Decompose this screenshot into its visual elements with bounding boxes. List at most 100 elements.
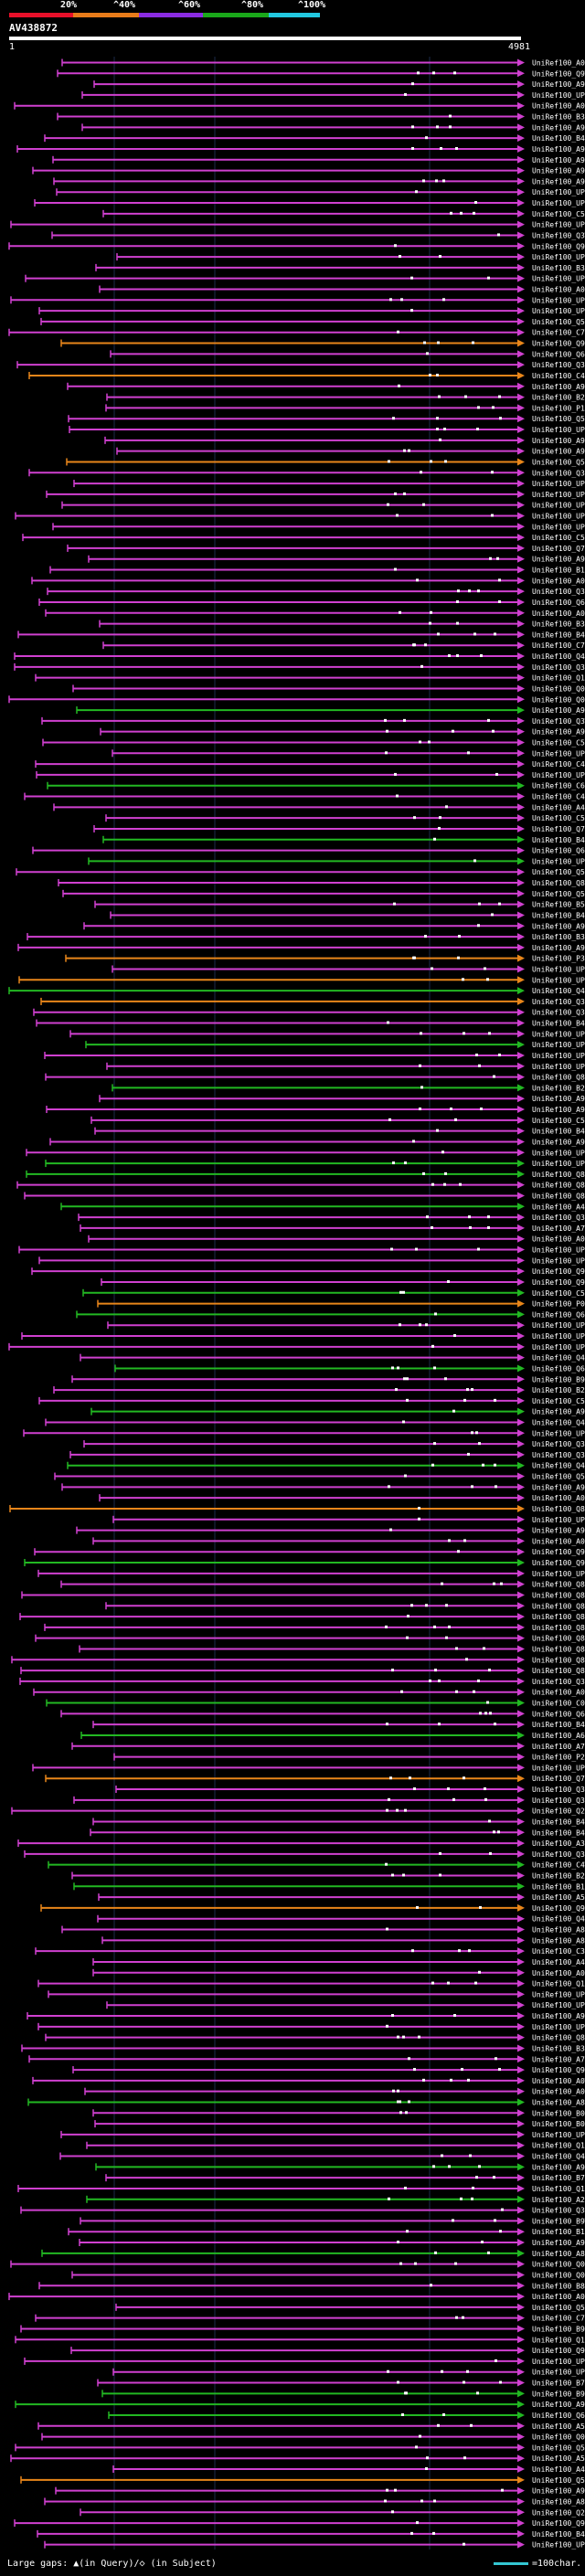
hit-label[interactable]: UniRef100_C5ZP39 [532, 1117, 585, 1125]
hit-label[interactable]: UniRef100_B4QD82 [532, 1020, 585, 1028]
hit-row[interactable]: UniRef100_B4PT18 [92, 1818, 585, 1826]
hit-row[interactable]: UniRef100_B4QPB0 [37, 2529, 585, 2539]
hit-label[interactable]: UniRef100_A2RYS9 [532, 2196, 585, 2204]
hit-row[interactable]: UniRef100_Q3U3S6 [16, 361, 585, 369]
hit-label[interactable]: UniRef100_UP1000... [532, 1429, 585, 1437]
hit-row[interactable]: UniRef100_Q5A1T4 [115, 2303, 585, 2312]
hit-row[interactable]: UniRef100_Q0VLK8 [8, 695, 585, 704]
hit-label[interactable]: UniRef100_UP1000... [532, 2358, 585, 2366]
hit-row[interactable]: UniRef100_B9CDK9 [71, 1375, 585, 1383]
hit-label[interactable]: UniRef100_UP1000... [532, 1149, 585, 1157]
hit-label[interactable]: UniRef100_A5XXY1 [532, 1893, 585, 1902]
hit-label[interactable]: UniRef100_Q3U3S6 [532, 361, 585, 369]
hit-row[interactable]: UniRef100_C4WMJ9 [48, 1860, 585, 1870]
hit-row[interactable]: UniRef100_Q4A2U1 [8, 987, 585, 995]
hit-row[interactable]: UniRef100_B0E4M2 [92, 2109, 585, 2117]
hit-row[interactable]: UniRef100_A8HSW5 [27, 2098, 585, 2106]
hit-label[interactable]: UniRef100_P08399 [532, 1300, 585, 1309]
hit-label[interactable]: UniRef100_Q8VGL4 [532, 1182, 585, 1190]
hit-row[interactable]: UniRef100_UP1000... [23, 1429, 585, 1437]
hit-label[interactable]: UniRef100_A4LR02 [532, 1203, 585, 1211]
hit-label[interactable]: UniRef100_A3MFE3 [532, 1839, 585, 1848]
hit-row[interactable]: UniRef100_Q3WF44 [41, 716, 585, 726]
hit-row[interactable]: UniRef100_B9WF94 [80, 2217, 585, 2225]
hit-label[interactable]: UniRef100_UP1000... [532, 523, 585, 531]
hit-row[interactable]: UniRef100_UP1000... [34, 199, 585, 207]
hit-row[interactable]: UniRef100_Q81M59 [58, 879, 585, 887]
hit-row[interactable]: UniRef100_B1K693 [49, 566, 585, 575]
hit-label[interactable]: UniRef100_Q4T031 [532, 2153, 585, 2161]
hit-row[interactable]: UniRef100_C5UYK9 [105, 814, 585, 822]
hit-row[interactable]: UniRef100_C6U5P5 [47, 781, 585, 790]
hit-label[interactable]: UniRef100_B3XYC5 [532, 620, 585, 629]
hit-row[interactable]: UniRef100_P1NHM5 [105, 404, 585, 412]
hit-label[interactable]: UniRef100_B1NHM4 [532, 2228, 585, 2236]
hit-row[interactable]: UniRef100_A9V870 [79, 2239, 585, 2247]
hit-row[interactable]: UniRef100_A0XE03 [33, 1688, 585, 1697]
hit-row[interactable]: UniRef100_A9V3D9 [46, 1106, 585, 1114]
hit-row[interactable]: UniRef100_Q543K9 [40, 317, 585, 326]
hit-row[interactable]: UniRef100_Q0G2T8 [41, 2433, 585, 2442]
hit-row[interactable]: UniRef100_B8B8J2 [38, 2282, 585, 2290]
hit-row[interactable]: UniRef100_C5KSK4 [22, 534, 585, 542]
hit-row[interactable]: UniRef100_UP1000... [61, 501, 585, 510]
hit-row[interactable]: UniRef100_A5E8P4 [37, 2422, 585, 2431]
hit-row[interactable]: UniRef100_C5KJV5 [82, 1288, 585, 1298]
hit-label[interactable]: UniRef100_A9V3D9 [532, 1106, 585, 1114]
hit-label[interactable]: UniRef100_Q1IM66 [532, 2185, 585, 2193]
hit-row[interactable]: UniRef100_A2RYS9 [86, 2195, 585, 2204]
hit-label[interactable]: UniRef100_UP1000... [532, 1570, 585, 1578]
hit-label[interactable]: UniRef100_B0E4M2 [532, 2109, 585, 2117]
hit-label[interactable]: UniRef100_A6U520 [532, 1732, 585, 1740]
hit-label[interactable]: UniRef100_UP1000... [532, 1052, 585, 1060]
hit-row[interactable]: UniRef100_B3XYY6 [57, 112, 585, 122]
hit-label[interactable]: UniRef100_UP1000... [532, 771, 585, 779]
hit-label[interactable]: UniRef100_Q6FMP4 [532, 599, 585, 607]
hit-row[interactable]: UniRef100_Q7YZ10 [93, 824, 585, 833]
hit-row[interactable]: UniRef100_A5DRP5 [10, 2454, 585, 2463]
hit-row[interactable]: UniRef100_Q3D424 [47, 588, 585, 596]
hit-label[interactable]: UniRef100_B5DQ19 [532, 901, 585, 909]
hit-row[interactable]: UniRef100_C5ZP39 [90, 1116, 585, 1125]
hit-label[interactable]: UniRef100_UP1000... [532, 1030, 585, 1038]
hit-label[interactable]: UniRef100_UP1000... [532, 857, 585, 865]
hit-row[interactable]: UniRef100_UP1000... [81, 90, 585, 100]
hit-label[interactable]: UniRef100_Q2HQ22 [532, 2508, 585, 2517]
hit-label[interactable]: UniRef100_Q6C7X6 [532, 1710, 585, 1718]
hit-row[interactable]: UniRef100_UP1000... [112, 749, 585, 758]
hit-row[interactable]: UniRef100_UP1000... [112, 2368, 585, 2377]
hit-label[interactable]: UniRef100_A0A0H2... [532, 102, 585, 111]
hit-label[interactable]: UniRef100_Q8VGL8 [532, 1635, 585, 1643]
hit-label[interactable]: UniRef100_B21SC7 [532, 1084, 585, 1092]
hit-row[interactable]: UniRef100_A9PHM5 [100, 727, 585, 737]
hit-label[interactable]: UniRef100_UP1000... [532, 253, 585, 261]
hit-row[interactable]: UniRef100_A9V1U7 [32, 166, 585, 175]
hit-label[interactable]: UniRef100_Q3DF29 [532, 1451, 585, 1459]
hit-label[interactable]: UniRef100_UP1000... [532, 2001, 585, 2009]
hit-label[interactable]: UniRef100_UP1000... [532, 512, 585, 520]
hit-row[interactable]: UniRef100_A0WIJ5 [32, 2076, 585, 2085]
hit-label[interactable]: UniRef100_A0PT37 [532, 1537, 585, 1545]
hit-row[interactable]: UniRef100_Q0VHH0 [72, 684, 585, 693]
hit-label[interactable]: UniRef100_B4LHU8 [532, 911, 585, 919]
hit-row[interactable]: UniRef100_Q5CX09 [68, 415, 585, 423]
hit-label[interactable]: UniRef100_B1K693 [532, 567, 585, 575]
hit-row[interactable]: UniRef100_UP1000... [112, 1515, 585, 1524]
hit-label[interactable]: UniRef100_Q8VGL7 [532, 1645, 585, 1653]
hit-row[interactable]: UniRef100_Q3DVC9 [24, 1850, 585, 1859]
hit-row[interactable]: UniRef100_Q1ZX29 [37, 1979, 585, 1988]
hit-label[interactable]: UniRef100_Q8VGL5 [532, 1656, 585, 1664]
hit-label[interactable]: UniRef100_Q5H3D9 [532, 868, 585, 876]
hit-row[interactable]: UniRef100_Q6CFB4 [76, 1310, 585, 1319]
hit-label[interactable]: UniRef100_Q5A1T4 [532, 2304, 585, 2312]
hit-row[interactable]: UniRef100_A7RPR6 [28, 2055, 585, 2063]
hit-label[interactable]: UniRef100_A0HYC3 [532, 2293, 585, 2301]
hit-row[interactable]: UniRef100_UP1000... [52, 523, 585, 531]
hit-label[interactable]: UniRef100_A0X764 [532, 1494, 585, 1502]
hit-row[interactable]: UniRef100_Q8AIL0-2 [9, 1504, 585, 1513]
hit-row[interactable]: UniRef100_A9UC00 [67, 382, 585, 391]
hit-label[interactable]: UniRef100_UP1000... [532, 2131, 585, 2139]
hit-row[interactable]: UniRef100_C5M1D4 [102, 209, 585, 218]
hit-label[interactable]: UniRef100_B4NLW8 [532, 1721, 585, 1729]
hit-row[interactable]: UniRef100_B0EPB0 [94, 2120, 585, 2128]
